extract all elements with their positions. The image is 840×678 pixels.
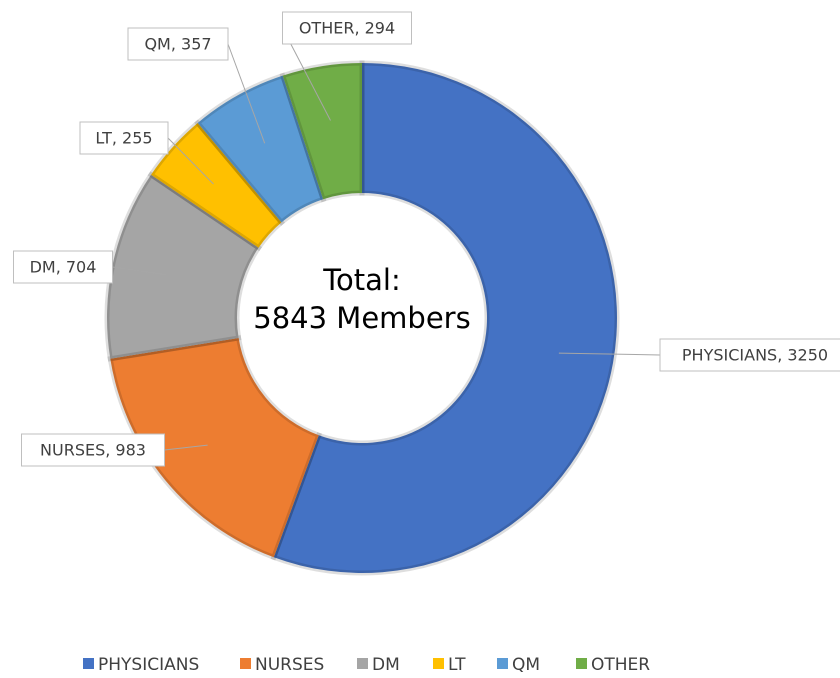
label-box (21, 433, 165, 467)
data-label: QM, 357 (144, 35, 211, 54)
label-box (79, 121, 169, 155)
leader-line (112, 266, 167, 276)
legend-label: QM (512, 655, 540, 675)
slices (104, 60, 620, 576)
label-box (127, 27, 229, 61)
leader-line (164, 444, 208, 451)
data-label: LT, 255 (95, 129, 152, 148)
legend-label: OTHER (591, 655, 650, 675)
data-label: PHYSICIANS, 3250 (682, 346, 828, 365)
legend-swatch (576, 658, 587, 669)
slice (279, 60, 365, 203)
data-label: OTHER, 294 (299, 19, 395, 38)
legend-swatch (83, 658, 94, 669)
legend-label: DM (372, 655, 400, 675)
slice (270, 60, 620, 576)
data-label: DM, 704 (30, 258, 97, 277)
slice (104, 171, 263, 362)
labels: PHYSICIANS, 3250 NURSES, 983 DM, 704 LT, 25… (13, 11, 840, 675)
slice (107, 335, 322, 561)
legend-swatch (433, 658, 444, 669)
legend-swatch (497, 658, 508, 669)
data-label: NURSES, 983 (40, 441, 146, 460)
legend-label: PHYSICIANS (98, 655, 199, 675)
legend-swatch (240, 658, 251, 669)
label-box (282, 11, 412, 45)
leader-line (227, 43, 266, 144)
leader-line (167, 137, 214, 185)
label-box (13, 250, 113, 284)
center-text: Total: (322, 263, 401, 297)
legend-swatch (357, 658, 368, 669)
label-box (659, 338, 840, 372)
slice (194, 72, 327, 226)
center-text: 5843 Members (253, 301, 470, 335)
legend-label: LT (448, 655, 466, 675)
legend-label: NURSES (255, 655, 324, 675)
leader-line (558, 352, 661, 356)
